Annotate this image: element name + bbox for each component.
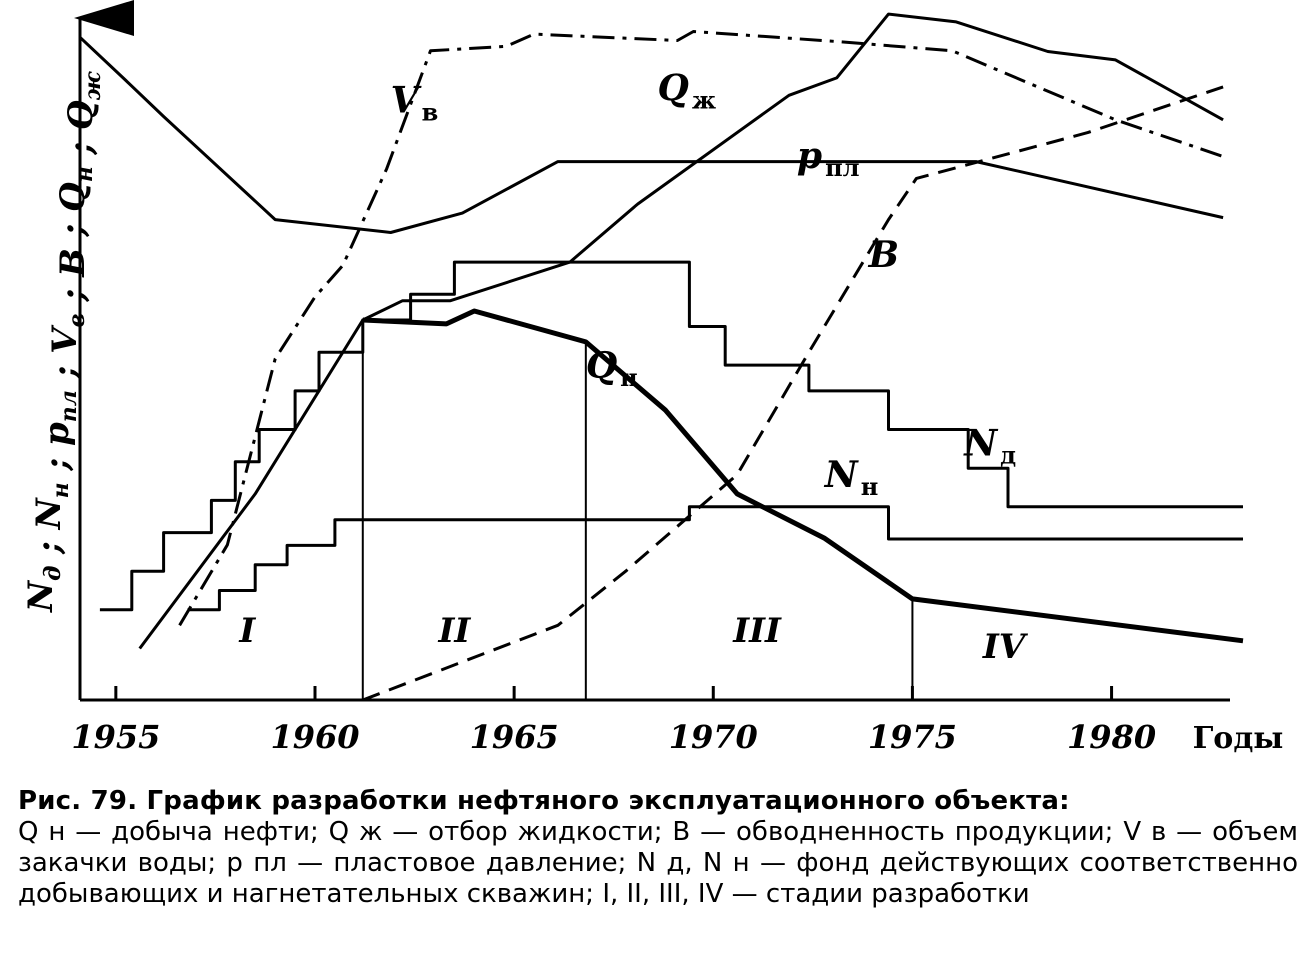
development-chart: 1955 1960 1965 1970 1975 1980 Годы Nд ; Nн ; pп… — [21, 0, 1284, 756]
caption-body: Q н — добыча нефти; Q ж — отбор жидкости… — [18, 817, 1298, 909]
caption-title: Рис. 79. График разработки нефтяного экс… — [18, 786, 1070, 816]
figure-caption: Рис. 79. График разработки нефтяного экс… — [18, 786, 1298, 910]
series-label: p пл — [797, 135, 860, 182]
x-tick-label: 1975 — [868, 718, 957, 756]
series-q-ж — [138, 12, 1224, 650]
series-n-н — [187, 505, 1243, 612]
stage-label: III — [732, 611, 782, 651]
x-tick-label: 1955 — [71, 718, 160, 756]
series-q-н — [362, 308, 1244, 644]
x-axis-label: Годы — [1193, 721, 1284, 756]
series-v-в — [178, 30, 1224, 627]
x-tick-label: 1965 — [470, 718, 559, 756]
series-n-д — [99, 260, 1243, 612]
series-label: B — [868, 234, 899, 276]
x-tick-label: 1970 — [669, 718, 758, 756]
stage-label: II — [437, 611, 471, 651]
y-axis-label: Nд ; Nн ; pпл ; Vв ; B ; Qн ; Qж — [21, 70, 106, 613]
stage-label: I — [238, 611, 256, 651]
series-p-пл — [78, 36, 1224, 234]
x-tick-label: 1980 — [1067, 718, 1156, 756]
series-b — [362, 85, 1224, 702]
stage-label: IV — [982, 627, 1029, 667]
x-tick-label: 1960 — [270, 718, 359, 756]
